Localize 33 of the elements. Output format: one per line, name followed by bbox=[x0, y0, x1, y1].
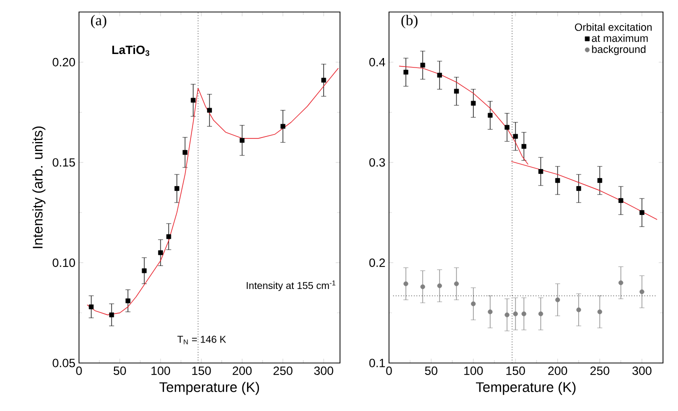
chart-title: (a) bbox=[91, 14, 106, 28]
x-tick-label: 50 bbox=[424, 366, 438, 375]
y-tick-label: 0.05 bbox=[52, 358, 75, 368]
legend-label: at maximum bbox=[592, 34, 648, 42]
legend-title: Orbital excitation bbox=[574, 23, 652, 31]
x-tick-label: 100 bbox=[464, 366, 483, 375]
y-tick-label: 0.3 bbox=[369, 158, 385, 167]
x-tick-label: 300 bbox=[632, 366, 652, 375]
x-axis-title: Temperature (K) bbox=[159, 382, 259, 395]
legend-label: background bbox=[592, 45, 646, 56]
x-tick-label: 250 bbox=[274, 366, 292, 375]
x-tick-label: 0 bbox=[76, 366, 82, 375]
x-tick-label: 0 bbox=[386, 366, 392, 375]
annotation: Intensity at 155 cm$^{-1}$ bbox=[246, 280, 336, 292]
x-tick-label: 150 bbox=[192, 366, 211, 375]
y-tick-label: 0.4 bbox=[369, 58, 386, 66]
x-tick-label: 50 bbox=[114, 366, 126, 375]
x-tick-label: 250 bbox=[590, 366, 610, 375]
y-tick-label: 0.1 bbox=[369, 358, 385, 368]
annotation: T$_{N}$ = 146 K bbox=[177, 336, 226, 344]
y-tick-label: 0.10 bbox=[52, 258, 76, 267]
chart-title: (b) bbox=[401, 14, 418, 28]
x-axis-title: Temperature (K) bbox=[476, 382, 576, 395]
y-tick-label: 0.2 bbox=[369, 258, 385, 267]
y-tick-label: 0.20 bbox=[52, 58, 76, 66]
y-tick-label: 0.15 bbox=[52, 158, 75, 167]
x-tick-label: 150 bbox=[506, 366, 525, 375]
x-tick-label: 200 bbox=[232, 366, 252, 375]
x-tick-label: 100 bbox=[151, 366, 170, 375]
annotation: LaTiO$_{3}$ bbox=[112, 45, 150, 56]
x-tick-label: 300 bbox=[314, 366, 334, 375]
y-axis-title: Intensity (arb. units) bbox=[32, 126, 46, 248]
x-tick-label: 200 bbox=[548, 366, 568, 375]
